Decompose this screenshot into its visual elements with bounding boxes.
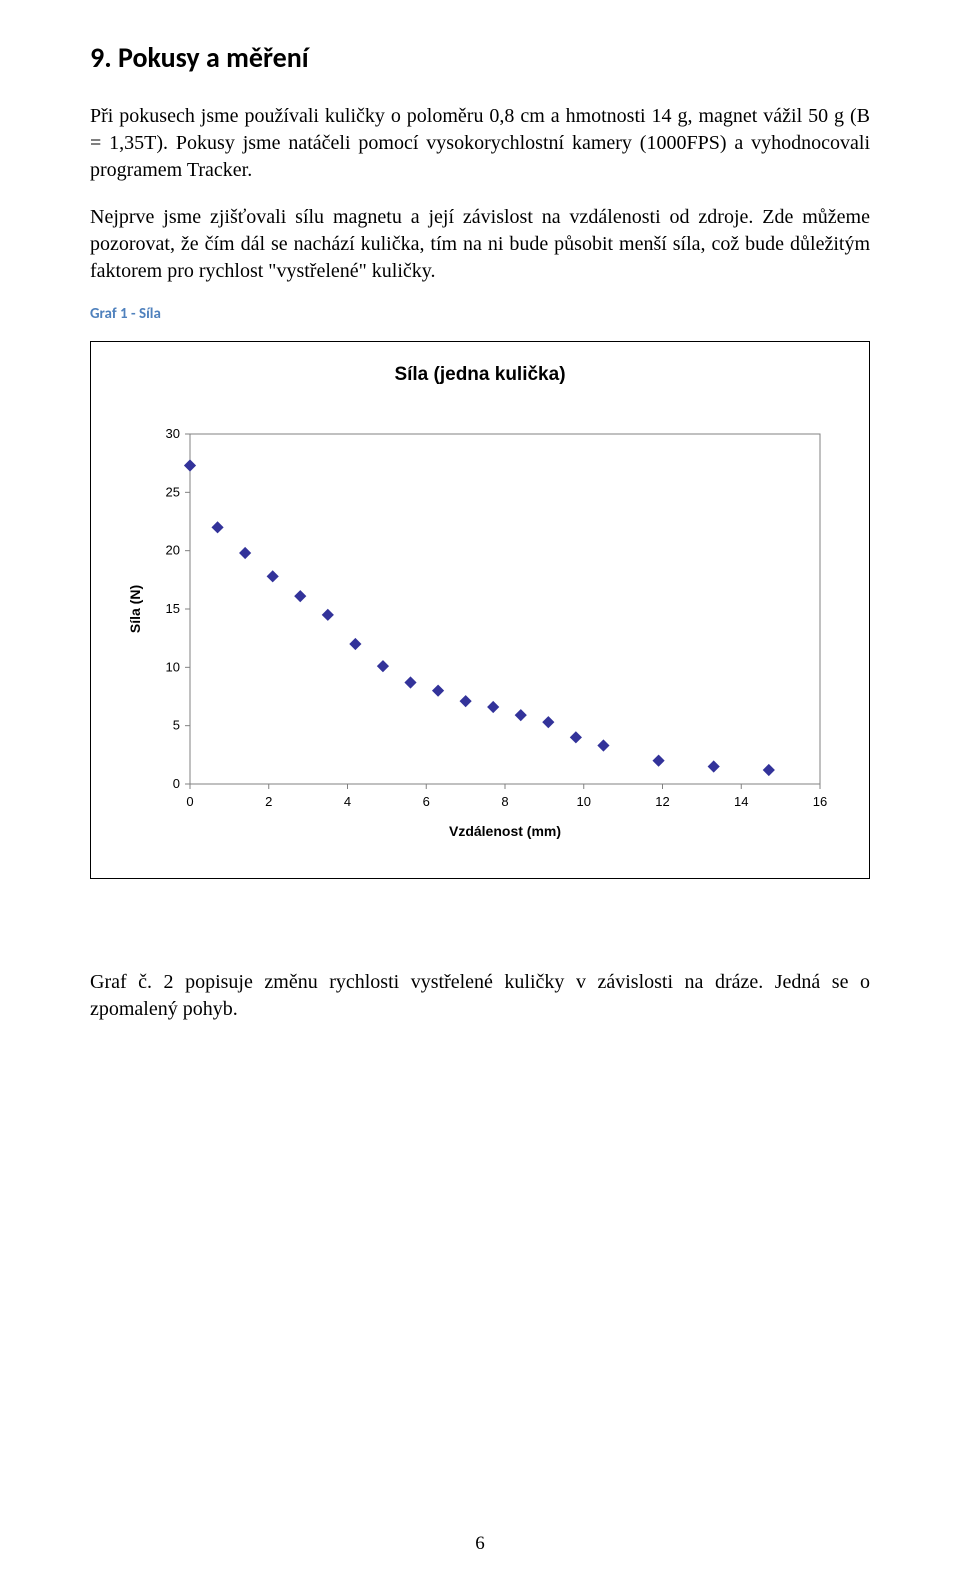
svg-text:8: 8	[501, 794, 508, 809]
svg-text:5: 5	[173, 718, 180, 733]
svg-text:0: 0	[186, 794, 193, 809]
svg-text:0: 0	[173, 776, 180, 791]
svg-text:2: 2	[265, 794, 272, 809]
svg-text:12: 12	[655, 794, 669, 809]
svg-text:Síla (N): Síla (N)	[127, 585, 143, 633]
svg-text:10: 10	[577, 794, 591, 809]
svg-text:10: 10	[166, 659, 180, 674]
page-number: 6	[0, 1533, 960, 1555]
section-title: 9. Pokusy a měření	[90, 40, 870, 75]
page: 9. Pokusy a měření Při pokusech jsme pou…	[0, 0, 960, 1580]
svg-text:20: 20	[166, 543, 180, 558]
svg-text:6: 6	[423, 794, 430, 809]
svg-text:25: 25	[166, 484, 180, 499]
chart-caption: Graf 1 - Síla	[90, 305, 870, 323]
svg-text:15: 15	[166, 601, 180, 616]
svg-text:30: 30	[166, 426, 180, 441]
chart-container: Síla (jedna kulička) 0 2 4 6 8 10 12 14 16 0 5 10 15…	[90, 341, 870, 879]
chart-title: Síla (jedna kulička)	[111, 364, 849, 386]
svg-text:Vzdálenost (mm): Vzdálenost (mm)	[449, 823, 561, 839]
svg-text:14: 14	[734, 794, 748, 809]
paragraph-intro: Při pokusech jsme používali kuličky o po…	[90, 103, 870, 184]
scatter-chart: 0 2 4 6 8 10 12 14 16 0 5 10 15 20 25 30 Vzdálenost (mm)…	[120, 424, 840, 854]
paragraph-graf2: Graf č. 2 popisuje změnu rychlosti vystř…	[90, 969, 870, 1023]
svg-text:16: 16	[813, 794, 827, 809]
paragraph-force: Nejprve jsme zjišťovali sílu magnetu a j…	[90, 204, 870, 285]
svg-text:4: 4	[344, 794, 351, 809]
